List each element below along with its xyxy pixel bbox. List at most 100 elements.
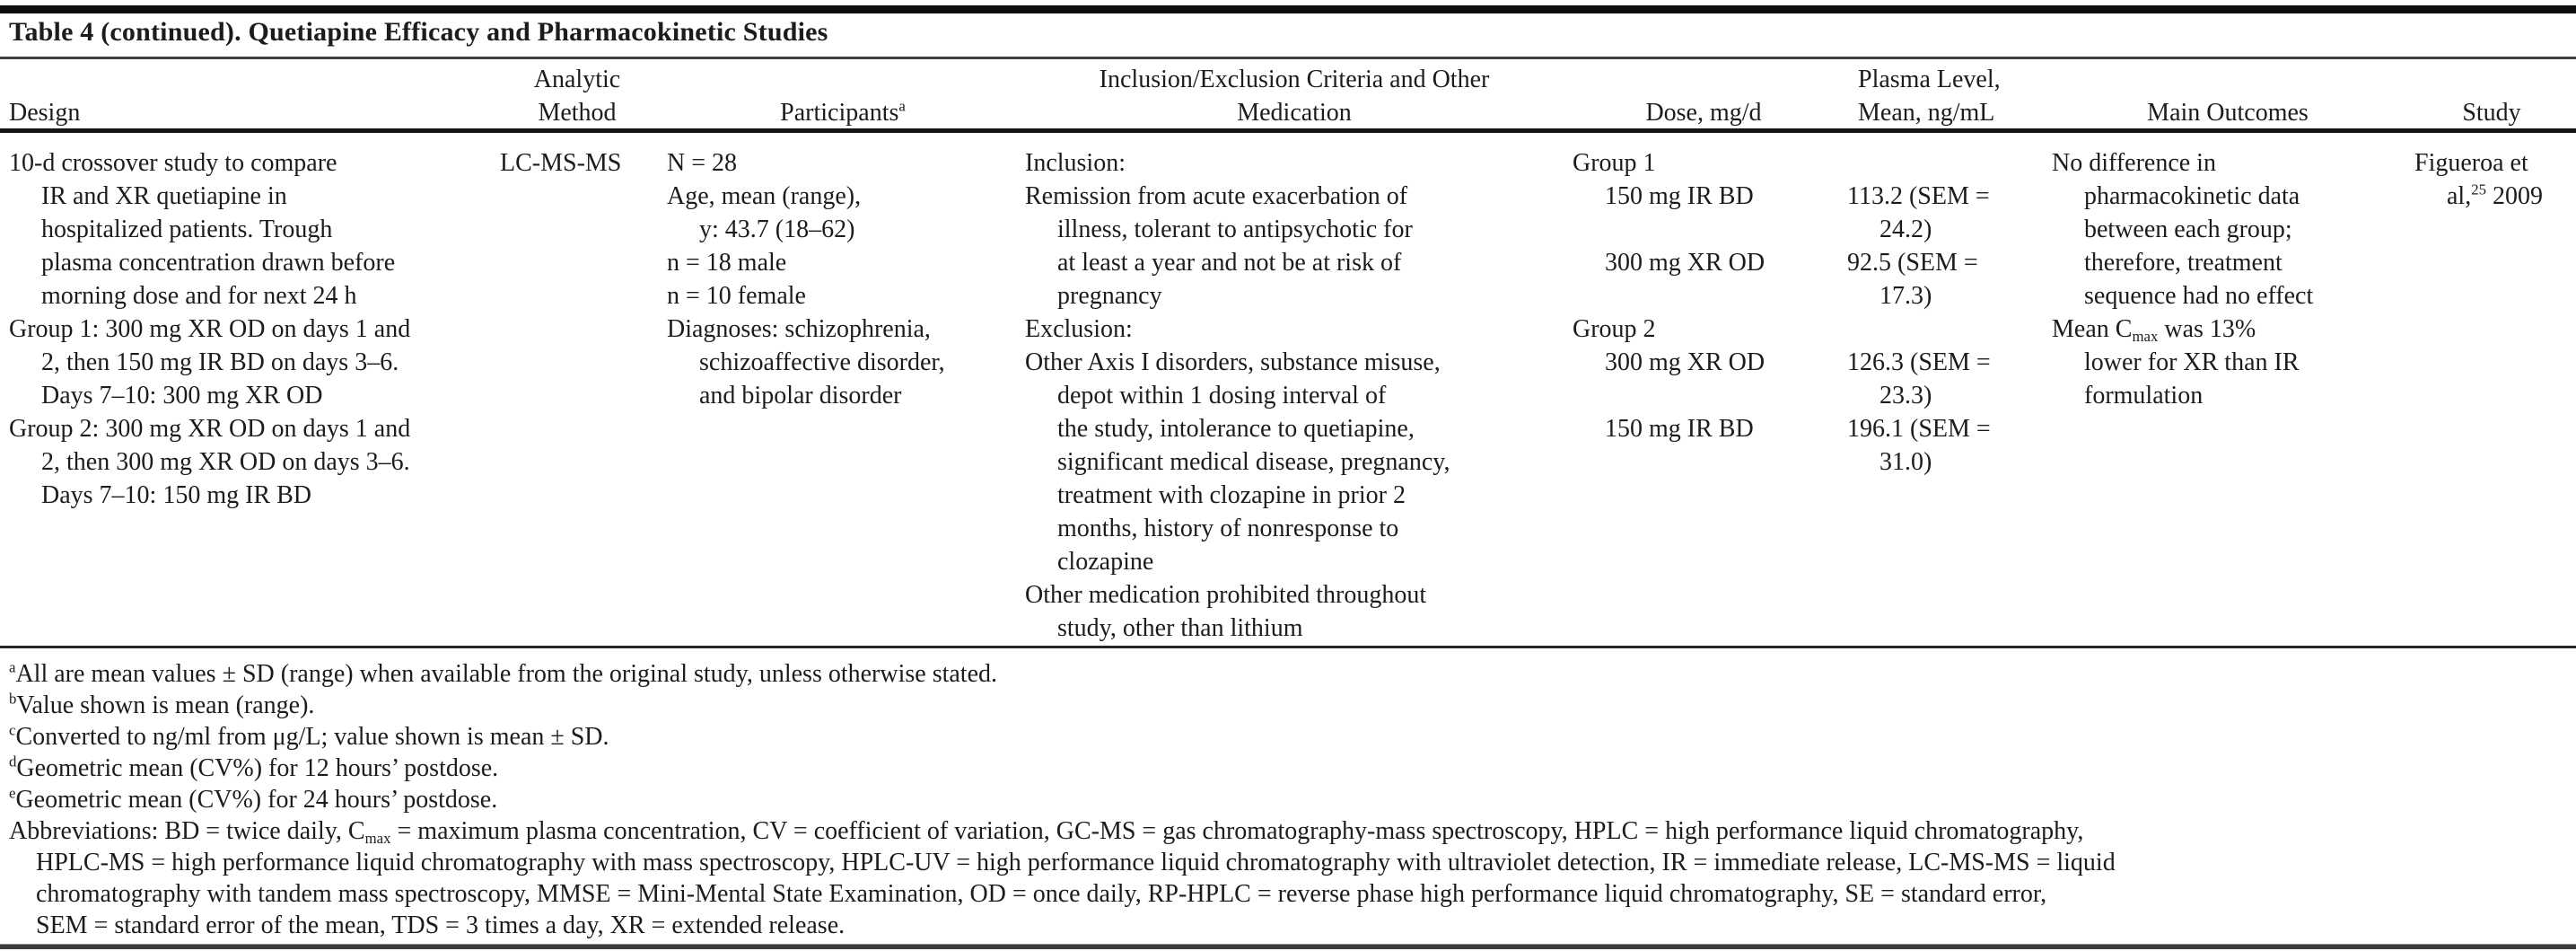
cell-analytic-method: LC-MS-MS: [500, 146, 654, 180]
text-line: al,25 2009: [2447, 181, 2543, 210]
text-line: Group 2: [1573, 315, 1656, 343]
text-line: [1573, 213, 1835, 246]
text-line: depot within 1 dosing interval of: [1057, 382, 1387, 409]
header-rule: [0, 128, 2576, 133]
text-line: morning dose and for next 24 h: [41, 282, 357, 310]
text-line: Figueroa et: [2414, 149, 2528, 177]
cell-inclusion-exclusion: Inclusion: Remission from acute exacerbat…: [1025, 146, 1564, 645]
top-rule: [0, 5, 2576, 13]
column-header-dose: Dose, mg/d: [1573, 63, 1835, 129]
column-header-analytic-method: Analytic Method: [500, 63, 654, 129]
table-title: Table 4 (continued). Quetiapine Efficacy…: [9, 17, 828, 47]
text-line: 2, then 150 mg IR BD on days 3–6.: [41, 348, 399, 376]
text-line: Days 7–10: 150 mg IR BD: [41, 481, 311, 509]
text-line: study, other than lithium: [1057, 614, 1303, 642]
cell-study: Figueroa et al,25 2009: [2414, 146, 2569, 213]
text-line: Exclusion:: [1025, 315, 1133, 343]
text-line: Other Axis I disorders, substance misuse…: [1025, 348, 1441, 376]
footnotes: aAll are mean values ± SD (range) when a…: [9, 658, 2569, 941]
text-line: months, history of nonresponse to: [1057, 515, 1399, 542]
text-line: LC-MS-MS: [500, 149, 622, 177]
column-header-plasma-level: Plasma Level, Mean, ng/mL: [1847, 63, 2048, 129]
column-header-main-outcomes: Main Outcomes: [2052, 63, 2404, 129]
text-line: illness, tolerant to antipsychotic for: [1057, 216, 1413, 243]
column-header-participants: Participantsa: [667, 63, 1019, 129]
text-line: pregnancy: [1057, 282, 1162, 310]
text-line: Plasma Level,: [1858, 66, 2001, 93]
cell-participants: N = 28 Age, mean (range), y: 43.7 (18–62) n…: [667, 146, 1019, 412]
text-line: 17.3): [1879, 282, 1932, 310]
text-line: Group 1: [1573, 149, 1656, 177]
text-line: [1573, 63, 1835, 96]
text-line: bValue shown is mean (range).: [9, 690, 315, 719]
text-line: [2414, 63, 2569, 96]
text-line: pharmacokinetic data: [2084, 182, 2300, 210]
text-line: SEM = standard error of the mean, TDS = …: [36, 911, 846, 939]
text-line: 300 mg XR OD: [1605, 249, 1766, 277]
text-line: Analytic: [533, 66, 621, 93]
text-line: N = 28: [667, 149, 738, 177]
text-line: Remission from acute exacerbation of: [1025, 182, 1408, 210]
text-line: 31.0): [1879, 448, 1932, 476]
text-line: 126.3 (SEM =: [1847, 348, 1991, 376]
text-line: sequence had no effect: [2084, 282, 2314, 310]
text-line: plasma concentration drawn before: [41, 249, 396, 277]
text-line: Days 7–10: 300 mg XR OD: [41, 382, 323, 409]
text-line: at least a year and not be at risk of: [1057, 249, 1402, 277]
text-line: n = 10 female: [667, 282, 806, 310]
text-line: Design: [9, 99, 81, 127]
text-line: [9, 63, 494, 96]
text-line: Medication: [1237, 99, 1352, 127]
bottom-rule: [0, 944, 2576, 949]
cell-main-outcomes: No difference in pharmacokinetic data betw…: [2052, 146, 2404, 412]
text-line: 150 mg IR BD: [1605, 182, 1754, 210]
text-line: Mean Cmax was 13%: [2052, 315, 2256, 345]
text-line: between each group;: [2084, 216, 2292, 243]
text-line: Inclusion:: [1025, 149, 1126, 177]
text-line: schizoaffective disorder,: [699, 348, 945, 376]
text-line: [667, 63, 1019, 96]
text-line: cConverted to ng/ml from μg/L; value sho…: [9, 721, 609, 751]
text-line: Main Outcomes: [2147, 99, 2309, 127]
text-line: Dose, mg/d: [1645, 99, 1762, 127]
column-header-inclusion-exclusion: Inclusion/Exclusion Criteria and Other Me…: [1025, 63, 1564, 129]
text-line: Other medication prohibited throughout: [1025, 581, 1427, 609]
text-line: aAll are mean values ± SD (range) when a…: [9, 658, 998, 688]
cell-dose: Group 1 150 mg IR BD 300 mg XR OD Group 2…: [1573, 146, 1835, 445]
text-line: Method: [538, 99, 617, 127]
text-line: Group 1: 300 mg XR OD on days 1 and: [9, 315, 411, 343]
text-line: 10-d crossover study to compare: [9, 149, 337, 177]
text-line: 23.3): [1879, 382, 1932, 409]
text-line: n = 18 male: [667, 249, 787, 277]
column-header-design: Design: [9, 63, 494, 129]
text-line: eGeometric mean (CV%) for 24 hours’ post…: [9, 784, 498, 814]
text-line: y: 43.7 (18–62): [699, 216, 855, 243]
text-line: the study, intolerance to quetiapine,: [1057, 415, 1415, 443]
text-line: Inclusion/Exclusion Criteria and Other: [1099, 66, 1490, 93]
text-line: [1573, 279, 1835, 313]
text-line: Participantsa: [780, 97, 906, 127]
text-line: 150 mg IR BD: [1605, 415, 1754, 443]
text-line: dGeometric mean (CV%) for 12 hours’ post…: [9, 753, 499, 782]
text-line: [1847, 313, 2048, 346]
text-line: Mean, ng/mL: [1858, 99, 1995, 127]
text-line: significant medical disease, pregnancy,: [1057, 448, 1450, 476]
text-line: formulation: [2084, 382, 2204, 409]
text-line: treatment with clozapine in prior 2: [1057, 481, 1406, 509]
cell-plasma-level: 113.2 (SEM = 24.2) 92.5 (SEM = 17.3) 126.3 …: [1847, 146, 2048, 479]
text-line: 196.1 (SEM =: [1847, 415, 1991, 443]
title-rule: [0, 57, 2576, 59]
text-line: clozapine: [1057, 548, 1154, 576]
text-line: lower for XR than IR: [2084, 348, 2300, 376]
text-line: and bipolar disorder: [699, 382, 902, 409]
text-line: [2052, 63, 2404, 96]
text-line: [1573, 379, 1835, 412]
text-line: 2, then 300 mg XR OD on days 3–6.: [41, 448, 410, 476]
text-line: hospitalized patients. Trough: [41, 216, 333, 243]
text-line: 92.5 (SEM =: [1847, 249, 1978, 277]
cell-design: 10-d crossover study to compare IR and XR…: [9, 146, 494, 512]
text-line: Age, mean (range),: [667, 182, 862, 210]
text-line: 300 mg XR OD: [1605, 348, 1766, 376]
text-line: Abbreviations: BD = twice daily, Cmax = …: [9, 817, 2084, 847]
